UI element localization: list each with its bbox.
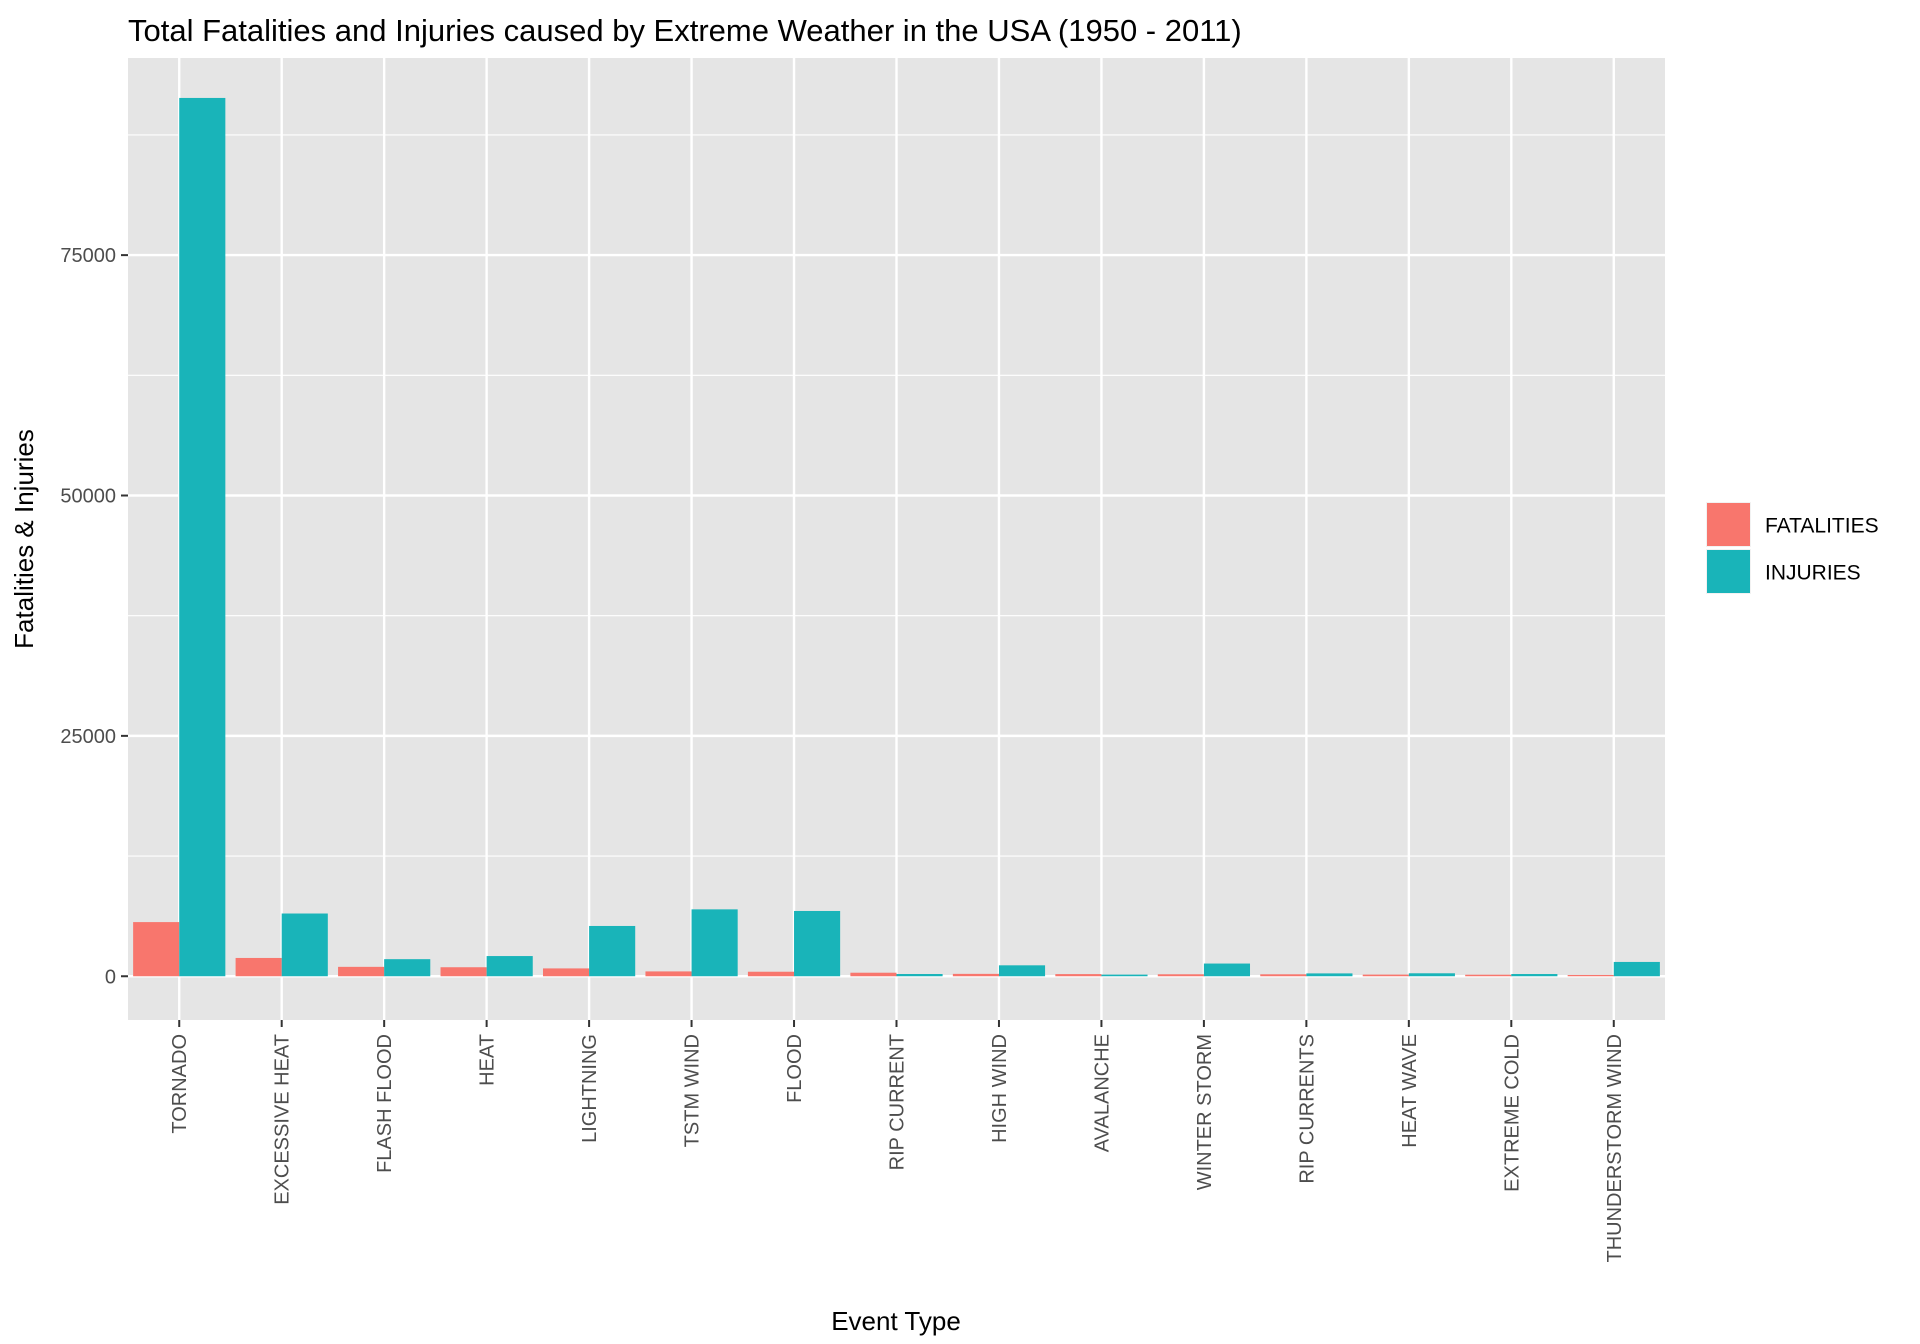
- bar-fatalities-rip-currents: [1260, 974, 1307, 977]
- bar-fatalities-lightning: [542, 968, 590, 977]
- bar-injuries-winter-storm: [1203, 963, 1251, 977]
- x-tick-label: HEAT: [477, 1034, 499, 1086]
- bars: [133, 97, 1660, 977]
- x-tick-label: RIP CURRENT: [887, 1034, 909, 1170]
- bar-fatalities-heat: [440, 967, 487, 977]
- bar-injuries-tornado: [179, 97, 226, 977]
- legend-swatch-injuries: [1707, 550, 1750, 593]
- x-tick-label: EXCESSIVE HEAT: [272, 1034, 294, 1205]
- bar-fatalities-flash-flood: [338, 966, 385, 977]
- x-tick-label: FLOOD: [784, 1034, 806, 1103]
- bar-fatalities-winter-storm: [1157, 974, 1204, 977]
- bar-fatalities-tstm-wind: [645, 971, 692, 977]
- chart-title: Total Fatalities and Injuries caused by …: [128, 13, 1242, 48]
- bar-injuries-rip-current: [896, 974, 943, 977]
- y-tick-label: 25000: [60, 726, 116, 748]
- bar-fatalities-excessive-heat: [235, 957, 282, 977]
- bar-fatalities-flood: [747, 971, 795, 977]
- bar-injuries-rip-currents: [1306, 973, 1353, 977]
- y-tick-label: 0: [105, 966, 116, 988]
- x-tick-label: RIP CURRENTS: [1296, 1034, 1318, 1184]
- y-axis: 0 25000 50000 75000: [60, 245, 128, 988]
- y-tick-label: 75000: [60, 245, 116, 267]
- bar-fatalities-tornado: [133, 922, 180, 977]
- y-tick-label: 50000: [60, 485, 116, 507]
- bar-injuries-high-wind: [998, 965, 1046, 977]
- bar-injuries-heat: [486, 956, 533, 977]
- x-tick-label: TORNADO: [169, 1034, 191, 1134]
- x-tick-label: FLASH FLOOD: [374, 1034, 396, 1173]
- x-tick-label: HEAT WAVE: [1399, 1034, 1421, 1148]
- legend-label-injuries: INJURIES: [1765, 562, 1861, 585]
- x-axis-title: Event Type: [831, 1306, 961, 1336]
- bar-fatalities-thunderstorm-wind: [1567, 974, 1614, 977]
- bar-fatalities-avalanche: [1055, 974, 1102, 977]
- bar-injuries-lightning: [589, 925, 636, 977]
- x-tick-label: WINTER STORM: [1194, 1034, 1216, 1190]
- x-tick-label: AVALANCHE: [1091, 1034, 1113, 1152]
- legend-label-fatalities: FATALITIES: [1765, 515, 1879, 538]
- bar-fatalities-heat-wave: [1362, 974, 1409, 977]
- bar-injuries-flash-flood: [384, 959, 431, 977]
- bar-fatalities-high-wind: [952, 973, 999, 977]
- legend: FATALITIES INJURIES: [1706, 502, 1879, 594]
- y-axis-title: Fatalities & Injuries: [9, 429, 39, 649]
- bar-injuries-tstm-wind: [691, 909, 738, 977]
- bar-injuries-thunderstorm-wind: [1613, 961, 1660, 977]
- x-tick-label: THUNDERSTORM WIND: [1604, 1034, 1626, 1263]
- bar-fatalities-rip-current: [850, 972, 897, 977]
- x-tick-label: HIGH WIND: [989, 1034, 1011, 1143]
- x-tick-label: EXTREME COLD: [1501, 1034, 1523, 1192]
- bar-injuries-flood: [794, 910, 841, 977]
- bar-injuries-heat-wave: [1408, 973, 1455, 977]
- x-axis: TORNADO EXCESSIVE HEAT FLASH FLOOD HEAT LIGH…: [169, 1020, 1626, 1263]
- x-tick-label: LIGHTNING: [579, 1034, 601, 1143]
- bar-injuries-extreme-cold: [1511, 974, 1558, 977]
- bar-injuries-avalanche: [1101, 974, 1148, 977]
- x-tick-label: TSTM WIND: [682, 1034, 704, 1147]
- legend-swatch-fatalities: [1707, 503, 1750, 546]
- bar-fatalities-extreme-cold: [1465, 974, 1512, 977]
- bar-injuries-excessive-heat: [281, 913, 328, 977]
